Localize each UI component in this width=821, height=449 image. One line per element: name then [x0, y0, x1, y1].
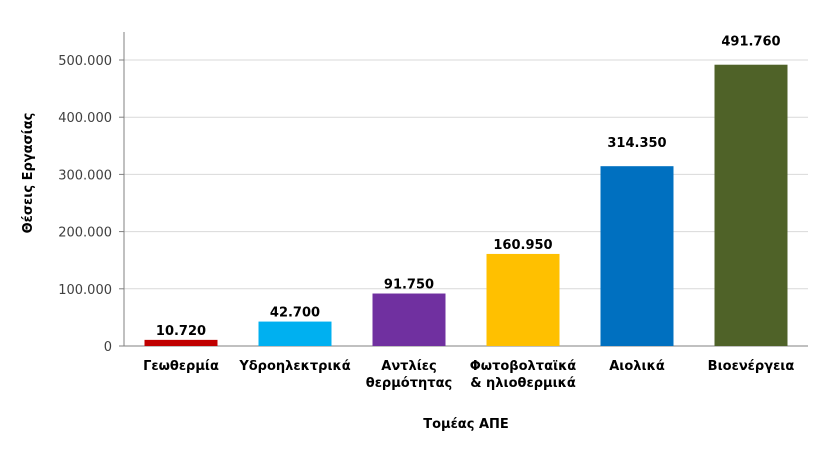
y-tick-label: 0 — [104, 340, 112, 355]
y-tick-label: 200.000 — [58, 226, 112, 241]
y-tick-label: 500.000 — [58, 54, 112, 69]
y-axis-title: Θέσεις Εργασίας — [21, 113, 36, 234]
x-tick-label: Γεωθερμία — [143, 359, 219, 374]
x-tick-label: Βιοενέργεια — [708, 359, 795, 374]
x-tick-label: Αντλίες θερμότητας — [366, 359, 452, 391]
gridlines — [124, 59, 808, 290]
x-tick-label: Υδροηλεκτρικά — [238, 359, 350, 374]
data-label: 491.760 — [721, 35, 780, 50]
bar — [600, 166, 674, 346]
x-tick-label: Φωτοβολταϊκά & ηλιοθερμικά — [470, 359, 577, 391]
x-tick-label: Αιολικά — [609, 359, 665, 374]
bar — [714, 64, 788, 346]
data-label: 10.720 — [156, 324, 206, 339]
data-label: 314.350 — [607, 136, 666, 151]
x-axis-title: Τομέας ΑΠΕ — [423, 417, 509, 432]
y-tick-label: 300.000 — [58, 168, 112, 183]
data-label: 42.700 — [270, 306, 320, 321]
data-label: 160.950 — [493, 238, 552, 253]
labels: 0 100.000 200.000 300.000 400.000 500.000 10.7… — [58, 35, 794, 391]
axes — [119, 32, 808, 347]
bar — [372, 293, 446, 346]
data-label: 91.750 — [384, 278, 434, 293]
bar — [144, 339, 218, 346]
y-tick-label: 400.000 — [58, 111, 112, 126]
bar — [486, 253, 560, 346]
bars — [144, 64, 788, 346]
bar — [258, 321, 332, 346]
y-tick-label: 100.000 — [58, 283, 112, 298]
